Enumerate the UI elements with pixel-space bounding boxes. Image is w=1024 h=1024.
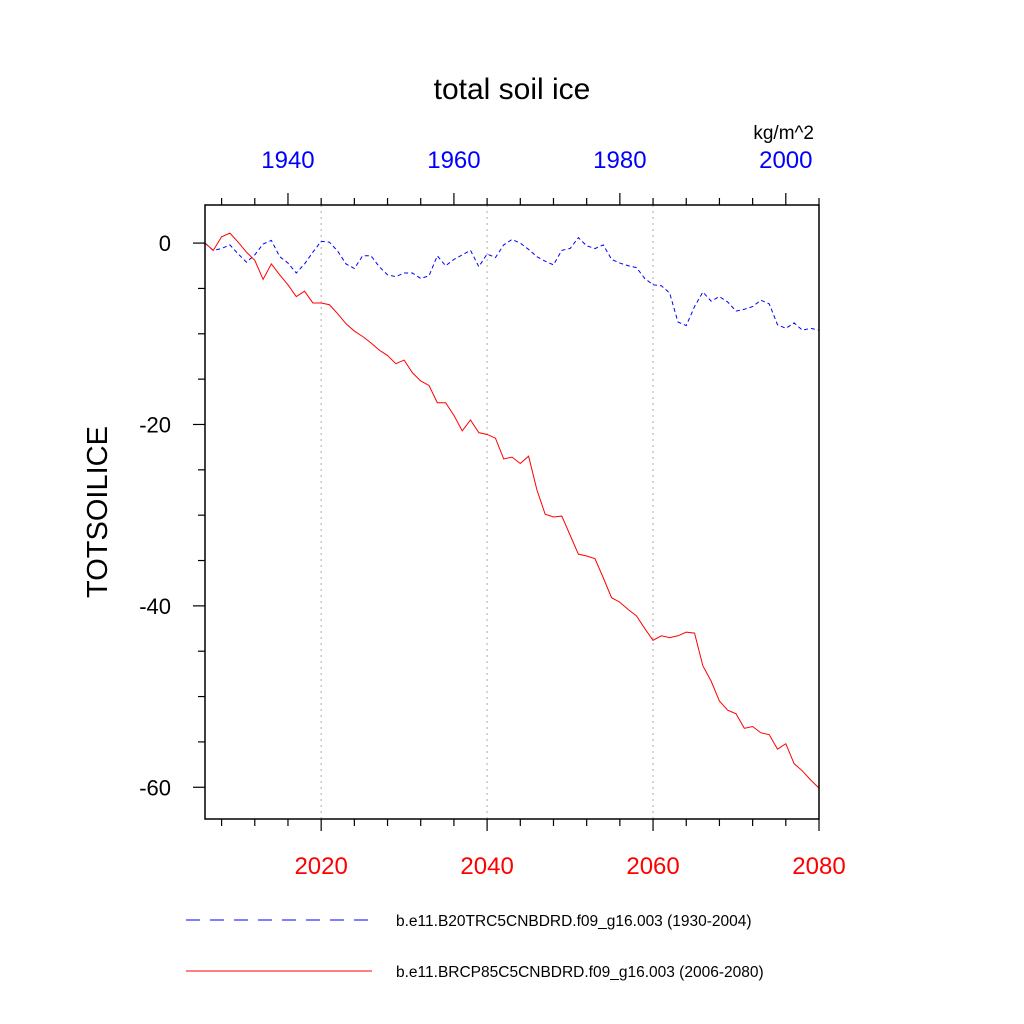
top-tick-label: 1960 [427,147,480,174]
top-tick-label: 2000 [759,147,812,174]
legend: b.e11.B20TRC5CNBDRD.f09_g16.003 (1930-20… [186,913,764,981]
plot-frame [204,204,820,820]
bottom-tick-label: 2020 [294,853,347,880]
y-tick-labels: 0 -20 -40 -60 [139,231,171,800]
chart-title: total soil ice [434,73,591,106]
bottom-tick-label: 2040 [460,853,513,880]
y-tick-label: -40 [139,594,171,619]
series-line-1 [204,236,820,331]
top-axis-tick-labels: 1940 1960 1980 2000 [261,147,812,174]
y-tick-label: 0 [159,231,171,256]
y-axis-label: TOTSOILICE [82,426,114,598]
legend-label-1: b.e11.B20TRC5CNBDRD.f09_g16.003 (1930-20… [396,913,752,930]
y-tick-label: -60 [139,775,171,800]
grid-lines [320,205,654,819]
bottom-axis-tick-labels: 2020 2040 2060 2080 [294,853,845,880]
y-tick-label: -20 [139,412,171,437]
series-lines [204,232,820,789]
units-label: kg/m^2 [753,123,814,144]
bottom-tick-label: 2080 [792,853,845,880]
axis-ticks [193,193,820,831]
top-tick-label: 1980 [593,147,646,174]
legend-label-2: b.e11.BRCP85C5CNBDRD.f09_g16.003 (2006-2… [396,964,764,981]
top-tick-label: 1940 [261,147,314,174]
bottom-tick-label: 2060 [626,853,679,880]
series-line-2 [204,232,820,789]
